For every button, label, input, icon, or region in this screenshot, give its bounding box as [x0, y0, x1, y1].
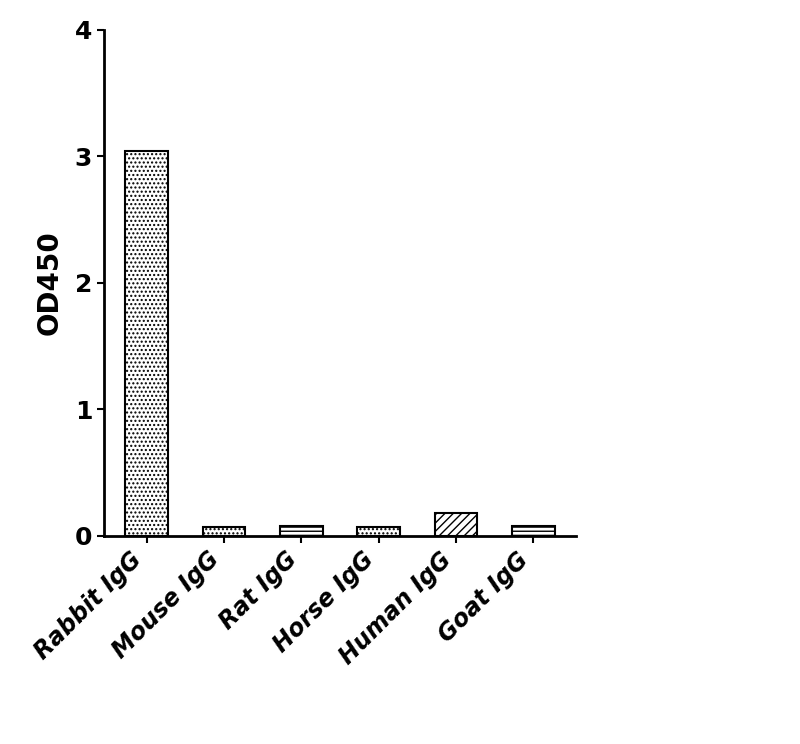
Bar	[434, 513, 478, 536]
Bar	[126, 151, 168, 536]
Bar	[202, 527, 246, 536]
Bar	[358, 527, 400, 536]
Bar	[280, 526, 322, 536]
Bar	[512, 526, 554, 536]
Y-axis label: OD450: OD450	[35, 231, 63, 335]
